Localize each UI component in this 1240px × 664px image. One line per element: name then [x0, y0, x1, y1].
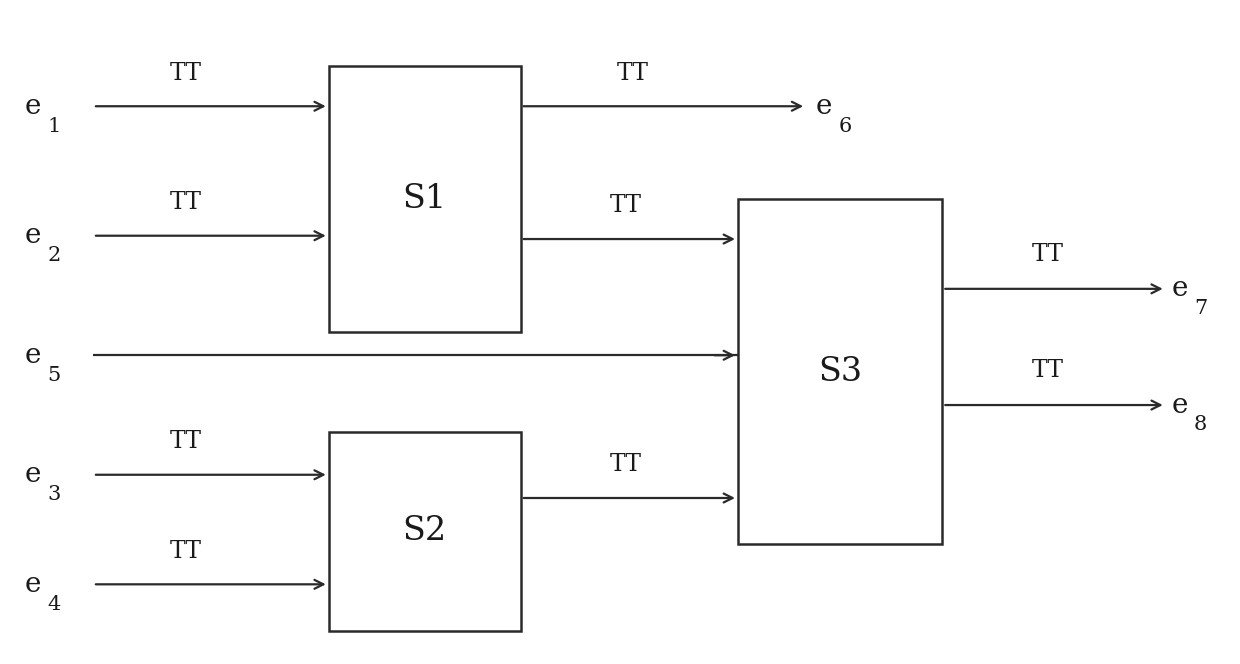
Text: 6: 6	[838, 117, 852, 135]
Text: TT: TT	[616, 62, 649, 84]
Text: S1: S1	[403, 183, 446, 215]
Text: e: e	[25, 342, 41, 369]
Text: 3: 3	[47, 485, 61, 504]
Text: e: e	[25, 461, 41, 488]
Text: TT: TT	[170, 62, 202, 84]
Text: 5: 5	[47, 366, 61, 384]
Text: e: e	[816, 93, 832, 120]
Text: e: e	[1172, 392, 1188, 418]
Text: TT: TT	[610, 195, 642, 217]
Text: S2: S2	[403, 515, 446, 547]
Text: TT: TT	[1032, 243, 1064, 266]
Text: e: e	[25, 222, 41, 249]
Text: TT: TT	[170, 540, 202, 562]
Text: e: e	[25, 93, 41, 120]
Text: TT: TT	[170, 430, 202, 453]
FancyBboxPatch shape	[329, 432, 521, 631]
Text: e: e	[25, 571, 41, 598]
Text: TT: TT	[1032, 359, 1064, 382]
FancyBboxPatch shape	[329, 66, 521, 332]
Text: 2: 2	[47, 246, 61, 265]
Text: 1: 1	[47, 117, 61, 135]
Text: TT: TT	[170, 191, 202, 214]
Text: TT: TT	[610, 454, 642, 476]
Text: e: e	[1172, 276, 1188, 302]
Text: S3: S3	[818, 356, 862, 388]
Text: 4: 4	[47, 595, 61, 614]
Text: 7: 7	[1194, 299, 1208, 318]
Text: 8: 8	[1194, 416, 1208, 434]
FancyBboxPatch shape	[738, 199, 942, 544]
